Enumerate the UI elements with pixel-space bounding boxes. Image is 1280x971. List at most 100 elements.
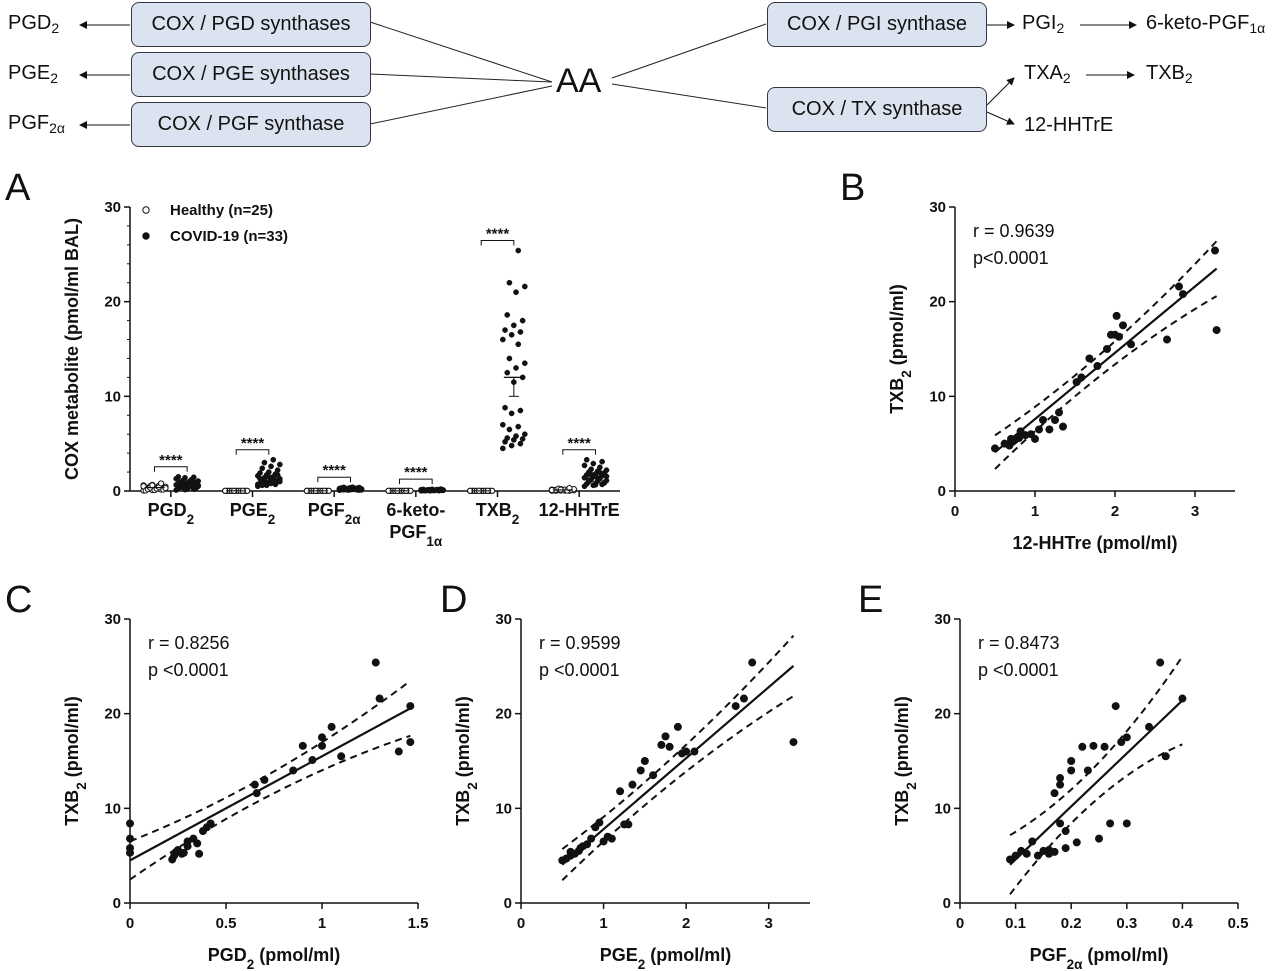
covid-point [601,480,608,486]
x-tick-label: 0 [951,503,959,520]
ci-lower-line [1009,743,1183,895]
y-tick-label: 10 [934,800,951,817]
significance-stars: **** [159,452,183,469]
regression-line [129,707,411,862]
data-point [250,780,259,789]
data-point [1089,741,1098,750]
pge2-label: PGE2 [8,62,59,87]
covid-point [515,247,522,254]
x-category-label: PGD2 [148,500,195,527]
covid-point [270,456,277,463]
data-point [1051,416,1059,424]
data-point [1028,837,1037,846]
panel-c: C 0 10 20 30 0 0.5 1 1.5 PGD2 (pmol/ml) TXB2 (pmol… [5,579,428,971]
legend-label: Healthy (n=25) [170,202,273,219]
covid-point [588,466,594,473]
data-point [1095,834,1103,843]
keto-label: 6-keto-PGF1α [1146,12,1266,37]
data-point [1106,819,1115,828]
pgd2-label: PGD2 [8,12,60,37]
data-point [406,702,415,711]
covid-point [586,477,592,483]
covid-point [182,474,188,481]
y-tick-label: 30 [929,199,946,216]
covid-point [504,435,511,441]
data-point [1011,851,1020,860]
x-tick-label: 0.5 [216,915,237,932]
covid-point [515,341,522,348]
data-point [406,738,415,747]
p-value: p<0.0001 [973,248,1049,268]
covid-point [259,482,266,489]
covid-point [261,459,268,466]
p-value: p <0.0001 [148,660,229,680]
covid-point [597,469,603,476]
data-point [252,789,261,798]
txb2-label: TXB2 [1146,62,1193,87]
y-tick-label: 0 [113,483,121,500]
significance-stars: **** [322,462,346,479]
data-point [1044,845,1053,854]
data-point [1156,658,1165,667]
data-point [1161,752,1170,761]
pge-synthase-label: COX / PGE synthases [152,63,350,85]
data-point [665,742,674,751]
data-point [289,766,298,775]
x-tick-label: 1 [1031,503,1039,520]
regression-line [561,665,795,866]
data-point [1035,425,1043,434]
covid-point [521,360,528,367]
data-point [337,752,346,761]
data-point [1067,757,1076,765]
y-axis-title: TXB2 (pmol/ml) [453,696,480,826]
data-point [1179,290,1187,299]
pgi-synthase-box: COX / PGI synthase [767,2,987,47]
panel-a: A 0 10 20 30 COX metabolite (pmol/ml BAL) PGD2… [5,167,620,549]
x-category-label: PGF2α [308,500,362,527]
y-tick-label: 10 [104,800,121,817]
y-axis-title: TXB2 (pmol/ml) [887,284,914,414]
significance-bracket [235,449,270,455]
covid-point [499,336,506,343]
pgd-synthase-label: COX / PGD synthases [151,13,351,35]
significance-stars: **** [404,464,428,481]
data-point [298,741,307,750]
regression-line [1009,699,1184,866]
covid-point [195,482,202,489]
legend-marker [142,232,150,240]
panel-letter-a: A [5,167,31,209]
data-point [1055,408,1063,417]
data-point [595,818,604,827]
x-tick-label: 0 [126,915,134,932]
y-tick-label: 10 [929,388,946,405]
y-tick-label: 20 [934,706,951,723]
x-axis-title: PGF2α (pmol/ml) [1030,945,1169,971]
covid-point [592,481,599,488]
y-tick-label: 20 [495,706,512,723]
covid-point [506,426,513,433]
covid-point [519,317,526,324]
data-point [195,849,204,858]
x-tick-label: 1.5 [408,915,429,932]
significance-bracket [317,476,351,483]
covid-point [502,404,508,411]
pgf2a-label: PGF2α [8,112,66,137]
covid-point [190,474,197,481]
y-tick-label: 30 [934,611,951,628]
data-point [748,658,757,667]
x-tick-label: 2 [1111,503,1119,520]
pge-synthase-box: COX / PGE synthases [131,52,371,97]
data-point [1212,326,1221,335]
data-point [1083,766,1092,775]
data-point [179,848,188,857]
x-tick-label: 2 [682,915,690,932]
data-point [657,740,666,749]
data-point [1059,422,1067,431]
p-value: p <0.0001 [539,660,620,680]
data-point [260,775,269,784]
p-value: p <0.0001 [978,660,1059,680]
data-point [1033,851,1042,860]
x-tick-label: 3 [1191,503,1199,520]
data-point [1100,742,1109,751]
